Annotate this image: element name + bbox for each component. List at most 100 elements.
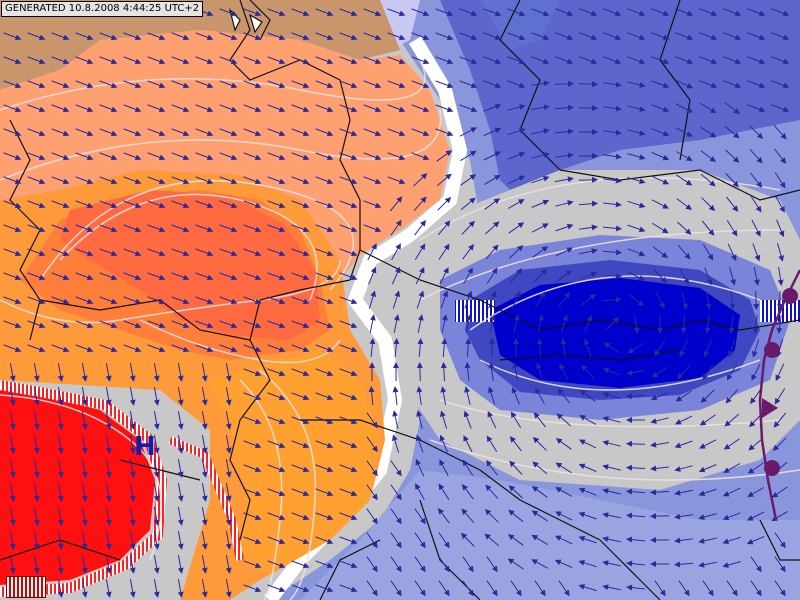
wind-arrow xyxy=(195,320,214,329)
wind-arrow xyxy=(507,199,525,209)
wind-arrow xyxy=(201,459,208,478)
wind-arrow xyxy=(486,556,498,573)
wind-arrow xyxy=(729,290,736,310)
wind-arrow xyxy=(651,104,670,113)
wind-arrow xyxy=(171,152,190,161)
wind-arrow xyxy=(414,243,426,260)
wind-arrow xyxy=(531,175,550,184)
wind-arrow xyxy=(675,103,693,113)
wind-arrow xyxy=(147,296,166,305)
wind-arrow xyxy=(508,222,525,234)
wind-arrow xyxy=(3,272,22,281)
wind-arrow xyxy=(368,290,377,309)
wind-arrow xyxy=(3,344,22,353)
wind-arrow xyxy=(654,340,666,357)
wind-arrow xyxy=(105,387,112,406)
occluded-front xyxy=(758,269,800,521)
wind-arrow xyxy=(627,200,646,209)
wind-arrow xyxy=(243,416,262,425)
wind-arrow xyxy=(105,411,112,430)
wind-arrow xyxy=(201,555,208,574)
wind-arrow xyxy=(556,270,573,282)
wind-arrow xyxy=(579,56,598,65)
wind-arrow xyxy=(123,296,142,305)
wind-arrow xyxy=(531,534,548,546)
wind-arrow xyxy=(535,362,544,381)
wind-arrow xyxy=(507,175,526,185)
wind-arrow xyxy=(414,580,426,597)
wind-arrow xyxy=(267,32,286,41)
wind-arrow xyxy=(464,362,471,382)
wind-arrow xyxy=(201,579,208,598)
front-cold-symbol xyxy=(762,398,778,418)
wind-arrow xyxy=(219,32,238,41)
wind-arrow xyxy=(219,344,238,353)
wind-arrow xyxy=(393,314,400,333)
cold-mid-field xyxy=(440,0,800,200)
wind-arrow xyxy=(415,483,425,501)
wind-arrow xyxy=(774,532,786,549)
wind-arrow xyxy=(219,80,238,89)
front-warm-symbol xyxy=(764,342,780,358)
wind-arrow xyxy=(747,56,766,65)
wind-arrow xyxy=(363,32,382,41)
wind-arrow xyxy=(291,368,310,377)
wind-arrow xyxy=(438,556,450,573)
wind-arrow xyxy=(366,580,378,597)
wind-arrow xyxy=(650,465,669,472)
wind-arrow xyxy=(9,459,16,478)
wind-arrow xyxy=(698,464,717,473)
wind-arrow xyxy=(626,369,645,376)
wind-arrow xyxy=(3,248,22,257)
wind-arrow xyxy=(291,200,310,209)
wind-arrow xyxy=(674,561,694,568)
wind-arrow xyxy=(75,296,94,305)
wind-arrow xyxy=(177,555,184,574)
wind-arrow xyxy=(602,416,621,423)
wind-arrow xyxy=(557,388,571,404)
wind-arrow xyxy=(81,507,88,526)
wind-arrow xyxy=(704,315,711,334)
wind-arrow xyxy=(484,508,499,523)
wind-arrow xyxy=(368,266,377,285)
wind-arrow xyxy=(602,464,621,471)
wind-arrow xyxy=(153,507,160,526)
wind-arrow xyxy=(700,102,717,114)
wind-arrow xyxy=(315,296,334,305)
wind-arrow xyxy=(463,435,473,453)
wind-arrow xyxy=(626,464,646,471)
wind-arrow xyxy=(675,56,694,65)
wind-arrow xyxy=(129,555,136,574)
wind-arrow xyxy=(651,128,670,137)
wind-arrow xyxy=(555,32,574,41)
wind-arrow xyxy=(291,488,310,497)
wind-arrow xyxy=(752,315,759,334)
wind-arrow xyxy=(460,197,476,211)
wind-arrow xyxy=(462,556,474,573)
wind-arrow xyxy=(440,386,447,405)
wind-arrow xyxy=(751,363,761,381)
wind-arrow xyxy=(57,435,64,454)
wind-arrow xyxy=(390,556,402,573)
wind-arrow xyxy=(267,272,286,281)
wind-arrow xyxy=(727,339,736,358)
wind-arrow xyxy=(578,81,598,88)
wind-arrow xyxy=(627,271,645,281)
wind-arrow xyxy=(439,267,449,285)
wind-arrow xyxy=(507,558,524,570)
wind-arrow xyxy=(99,32,118,41)
wind-arrow xyxy=(560,338,567,357)
wind-arrow xyxy=(243,392,262,401)
wind-arrow xyxy=(147,80,166,89)
wind-arrow xyxy=(507,56,526,65)
wind-arrow xyxy=(677,365,691,380)
wind-arrow xyxy=(411,80,430,89)
wind-arrow xyxy=(339,200,358,209)
wind-arrow xyxy=(243,224,262,233)
wind-arrow xyxy=(533,412,546,428)
wind-arrow xyxy=(366,508,378,525)
warm-brown-field xyxy=(0,0,400,90)
wind-arrow xyxy=(507,534,524,546)
wind-arrow xyxy=(267,104,286,113)
wind-arrow xyxy=(57,531,64,550)
